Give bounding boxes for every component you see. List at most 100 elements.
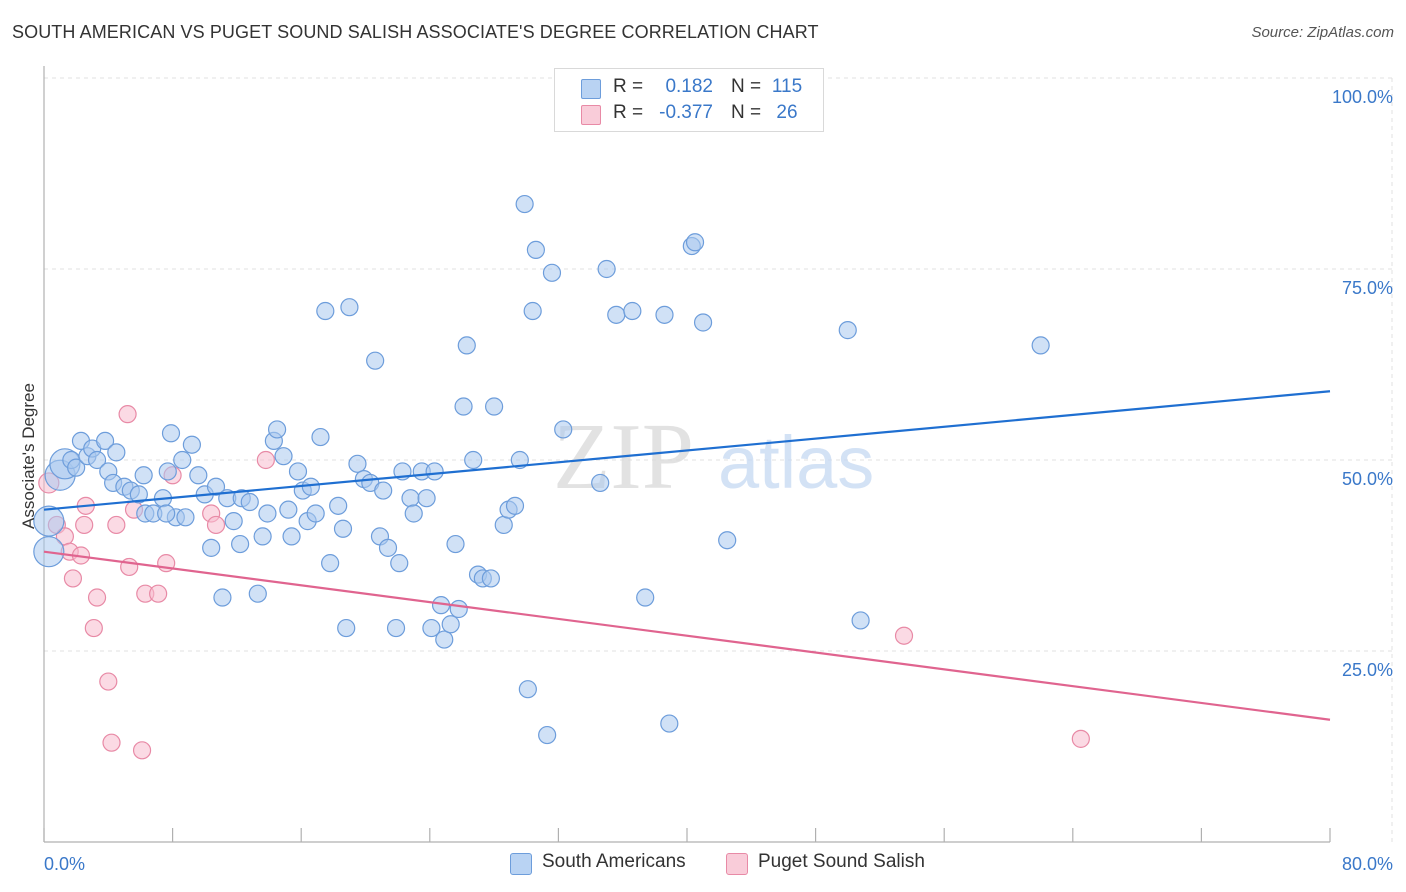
south-americans-point xyxy=(213,588,232,607)
bottom-legend-swatch-blue xyxy=(510,853,532,875)
tick-labels: 25.0% 50.0% 75.0% 100.0% 0.0% 80.0% xyxy=(44,87,1393,874)
south-americans-point xyxy=(176,508,195,527)
south-americans-point xyxy=(189,466,208,485)
south-americans-point xyxy=(333,519,353,538)
bottom-legend-label: Puget Sound Salish xyxy=(758,851,925,872)
puget-sound-salish-point xyxy=(206,515,226,535)
south-americans-point xyxy=(435,630,454,649)
legend-n-value: 115 xyxy=(771,76,803,97)
y-tick-label: 25.0% xyxy=(1342,660,1393,680)
south-americans-point xyxy=(206,477,226,496)
legend-n-label: N = xyxy=(731,76,762,97)
correlation-legend: R = 0.182 N = 115 R = -0.377 N = 26 xyxy=(554,68,824,132)
puget-sound-salish-point xyxy=(149,584,168,603)
puget-sound-salish-point xyxy=(75,515,94,535)
trend-lines xyxy=(43,390,1331,721)
south-americans-point xyxy=(306,504,325,523)
chart-title: SOUTH AMERICAN VS PUGET SOUND SALISH ASS… xyxy=(12,22,819,42)
south-americans-point xyxy=(87,450,107,470)
south-americans-point xyxy=(107,443,126,462)
south-americans-point xyxy=(202,538,221,557)
south-americans-trend-line xyxy=(43,390,1331,511)
x-tick-label: 0.0% xyxy=(44,854,85,874)
south-americans-point xyxy=(224,512,243,531)
south-americans-point xyxy=(329,496,348,515)
legend-r-value: -0.377 xyxy=(659,102,713,123)
south-americans-point xyxy=(348,454,367,473)
legend-n-label: N = xyxy=(731,102,762,123)
south-americans-point xyxy=(851,611,870,630)
puget-sound-salish-point xyxy=(87,588,107,607)
south-americans-point xyxy=(542,263,562,282)
south-americans-point xyxy=(231,534,250,554)
puget-sound-salish-point xyxy=(63,569,83,588)
south-americans-point xyxy=(279,500,298,519)
bottom-legend-swatch-pink xyxy=(726,853,748,875)
puget-sound-salish-point xyxy=(1071,729,1090,748)
y-tick-label: 75.0% xyxy=(1342,278,1393,298)
south-americans-point xyxy=(636,588,655,607)
south-americans-point xyxy=(446,534,465,554)
legend-r-label: R = xyxy=(613,76,644,97)
south-americans-point xyxy=(173,450,192,470)
south-americans-point xyxy=(374,481,393,500)
south-americans-point xyxy=(240,492,259,512)
south-americans-point xyxy=(378,538,398,557)
puget-sound-salish-point xyxy=(99,672,118,691)
bottom-legend-label: South Americans xyxy=(542,851,686,872)
legend-row-south-americans: R = 0.182 N = 115 xyxy=(555,74,823,102)
south-americans-point xyxy=(95,431,115,450)
south-americans-point xyxy=(248,584,267,603)
south-americans-point xyxy=(838,321,857,340)
south-americans-point xyxy=(417,489,436,508)
legend-row-puget-sound-salish: R = -0.377 N = 26 xyxy=(555,100,823,128)
south-americans-point xyxy=(494,515,513,535)
south-americans-point xyxy=(623,301,642,321)
south-americans-point xyxy=(655,305,674,324)
south-americans-point xyxy=(518,680,537,699)
south-americans-points xyxy=(33,194,1050,745)
south-americans-point xyxy=(464,450,483,470)
south-americans-point xyxy=(158,462,177,481)
legend-swatch-blue xyxy=(581,79,601,99)
y-tick-label: 50.0% xyxy=(1342,469,1393,489)
south-americans-point xyxy=(718,531,737,550)
south-americans-point xyxy=(538,725,557,745)
south-americans-point xyxy=(607,305,626,324)
south-americans-point xyxy=(660,714,679,733)
south-americans-point xyxy=(591,473,610,493)
south-americans-point xyxy=(182,435,201,454)
legend-n-value: 26 xyxy=(776,102,798,123)
south-americans-point xyxy=(485,397,504,416)
south-americans-point xyxy=(267,420,287,439)
south-americans-point xyxy=(1031,336,1050,355)
legend-swatch-pink xyxy=(581,105,601,125)
south-americans-point xyxy=(157,504,176,523)
south-americans-point xyxy=(441,615,460,634)
puget-sound-salish-point xyxy=(894,626,914,645)
south-americans-point xyxy=(505,496,525,515)
south-americans-point xyxy=(340,298,359,317)
south-americans-point xyxy=(422,618,441,638)
south-americans-point xyxy=(386,618,406,638)
south-americans-point xyxy=(282,527,301,546)
south-americans-point xyxy=(454,397,473,416)
south-americans-point xyxy=(129,485,148,504)
south-americans-point xyxy=(258,504,277,523)
south-americans-point xyxy=(526,240,545,259)
south-americans-point xyxy=(449,599,468,619)
south-americans-point xyxy=(554,420,573,439)
south-americans-point xyxy=(693,313,713,332)
south-americans-point xyxy=(425,462,444,481)
puget-sound-salish-point xyxy=(107,515,126,535)
south-americans-point xyxy=(401,489,420,508)
south-americans-point xyxy=(404,504,423,523)
y-tick-label: 100.0% xyxy=(1332,87,1393,107)
legend-r-label: R = xyxy=(613,102,644,123)
chart-source: Source: ZipAtlas.com xyxy=(1251,24,1394,41)
x-tick-label: 80.0% xyxy=(1342,854,1393,874)
south-americans-point xyxy=(316,301,335,321)
south-americans-point xyxy=(523,301,542,321)
legend-r-value: 0.182 xyxy=(665,76,713,97)
